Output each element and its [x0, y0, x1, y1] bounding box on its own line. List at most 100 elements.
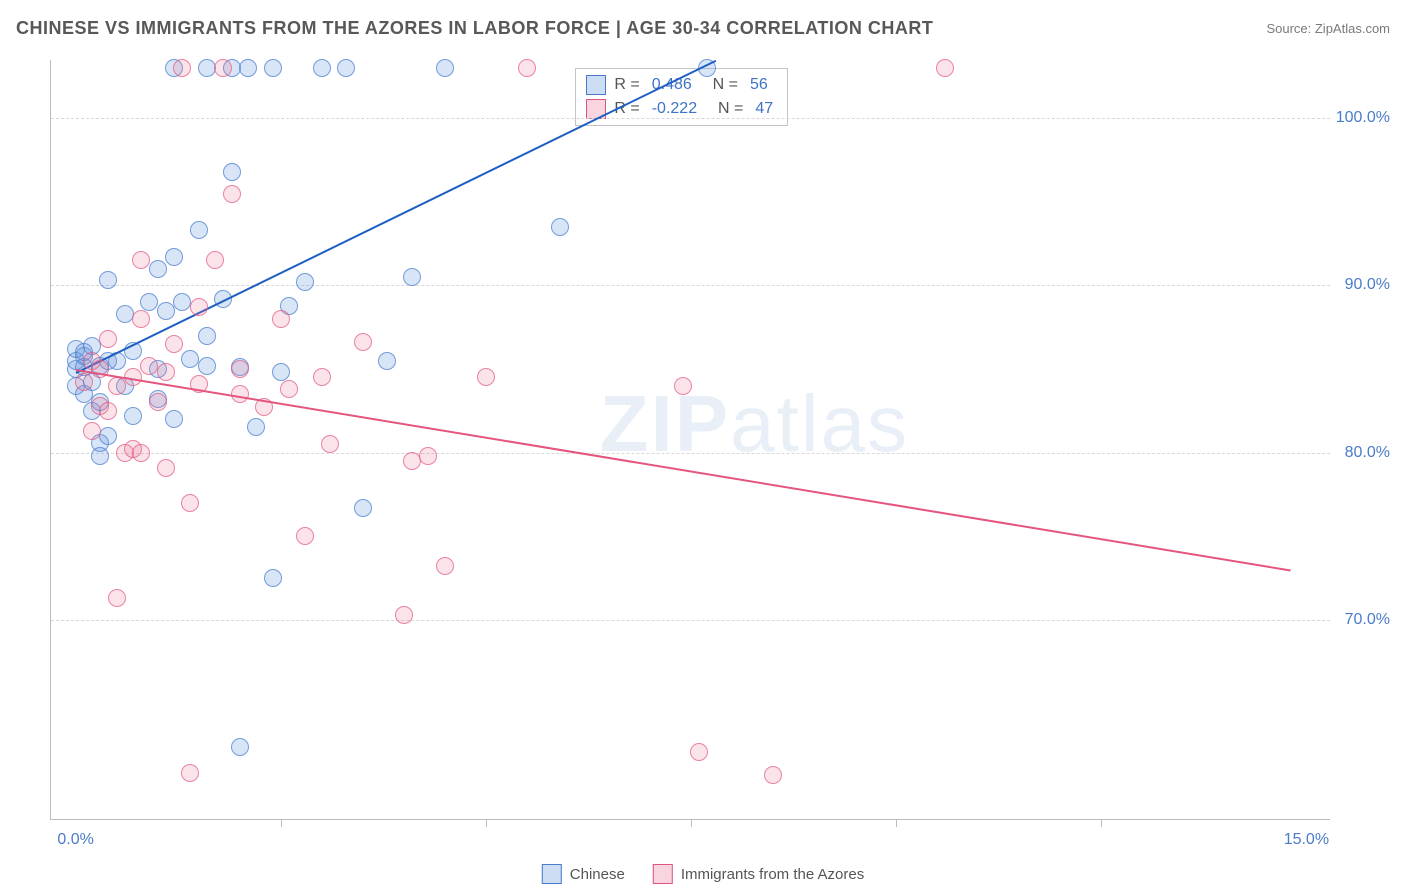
data-point — [764, 766, 782, 784]
data-point — [296, 527, 314, 545]
data-point — [190, 298, 208, 316]
data-point — [116, 305, 134, 323]
data-point — [272, 310, 290, 328]
data-point — [99, 330, 117, 348]
stat-n-label: N = — [704, 76, 738, 94]
legend-item: Immigrants from the Azores — [653, 864, 864, 884]
data-point — [313, 368, 331, 386]
data-point — [231, 360, 249, 378]
data-point — [551, 218, 569, 236]
data-point — [108, 589, 126, 607]
data-point — [157, 459, 175, 477]
data-point — [132, 444, 150, 462]
data-point — [181, 350, 199, 368]
data-point — [173, 293, 191, 311]
data-point — [403, 452, 421, 470]
data-point — [124, 407, 142, 425]
data-point — [690, 743, 708, 761]
swatch-icon — [586, 75, 606, 95]
legend-label: Chinese — [570, 866, 625, 883]
data-point — [132, 251, 150, 269]
x-tick — [486, 819, 487, 827]
data-point — [91, 447, 109, 465]
data-point — [321, 435, 339, 453]
data-point — [936, 59, 954, 77]
data-point — [223, 185, 241, 203]
x-tick — [691, 819, 692, 827]
data-point — [264, 59, 282, 77]
y-tick-label: 100.0% — [1336, 109, 1390, 127]
data-point — [272, 363, 290, 381]
data-point — [181, 764, 199, 782]
data-point — [140, 357, 158, 375]
gridline — [51, 620, 1330, 621]
data-point — [149, 393, 167, 411]
stat-r-value: -0.222 — [652, 100, 697, 118]
data-point — [477, 368, 495, 386]
watermark-bold: ZIP — [600, 379, 730, 468]
data-point — [337, 59, 355, 77]
data-point — [403, 268, 421, 286]
data-point — [264, 569, 282, 587]
x-tick-label: 15.0% — [1284, 831, 1329, 849]
data-point — [354, 333, 372, 351]
legend-label: Immigrants from the Azores — [681, 866, 864, 883]
data-point — [198, 357, 216, 375]
data-point — [518, 59, 536, 77]
swatch-icon — [542, 864, 562, 884]
data-point — [149, 260, 167, 278]
y-tick-label: 70.0% — [1345, 611, 1390, 629]
legend-item: Chinese — [542, 864, 625, 884]
stat-n-value: 47 — [755, 100, 773, 118]
chart-container: CHINESE VS IMMIGRANTS FROM THE AZORES IN… — [0, 0, 1406, 892]
data-point — [173, 59, 191, 77]
x-tick-label: 0.0% — [57, 831, 93, 849]
stat-r-label: R = — [614, 76, 639, 94]
chart-title: CHINESE VS IMMIGRANTS FROM THE AZORES IN… — [16, 18, 933, 39]
data-point — [99, 427, 117, 445]
data-point — [354, 499, 372, 517]
data-point — [395, 606, 413, 624]
data-point — [214, 59, 232, 77]
gridline — [51, 118, 1330, 119]
data-point — [132, 310, 150, 328]
data-point — [198, 327, 216, 345]
data-point — [239, 59, 257, 77]
watermark: ZIPatlas — [600, 378, 909, 470]
data-point — [75, 373, 93, 391]
data-point — [165, 248, 183, 266]
data-point — [206, 251, 224, 269]
data-point — [165, 410, 183, 428]
data-point — [157, 302, 175, 320]
stat-r-value: 0.486 — [652, 76, 692, 94]
y-tick-label: 80.0% — [1345, 444, 1390, 462]
title-bar: CHINESE VS IMMIGRANTS FROM THE AZORES IN… — [16, 18, 1390, 39]
data-point — [181, 494, 199, 512]
x-tick — [896, 819, 897, 827]
data-point — [674, 377, 692, 395]
stat-n-value: 56 — [750, 76, 768, 94]
data-point — [198, 59, 216, 77]
swatch-icon — [653, 864, 673, 884]
data-point — [83, 422, 101, 440]
data-point — [108, 377, 126, 395]
y-tick-label: 90.0% — [1345, 276, 1390, 294]
gridline — [51, 285, 1330, 286]
legend: Chinese Immigrants from the Azores — [542, 864, 864, 884]
data-point — [231, 738, 249, 756]
data-point — [419, 447, 437, 465]
data-point — [313, 59, 331, 77]
data-point — [378, 352, 396, 370]
data-point — [157, 363, 175, 381]
data-point — [247, 418, 265, 436]
x-tick — [1101, 819, 1102, 827]
source-label: Source: ZipAtlas.com — [1266, 21, 1390, 36]
data-point — [280, 380, 298, 398]
x-tick — [281, 819, 282, 827]
stat-n-label: N = — [709, 100, 743, 118]
gridline — [51, 453, 1330, 454]
data-point — [99, 402, 117, 420]
data-point — [190, 221, 208, 239]
data-point — [296, 273, 314, 291]
trend-line — [75, 369, 1290, 571]
